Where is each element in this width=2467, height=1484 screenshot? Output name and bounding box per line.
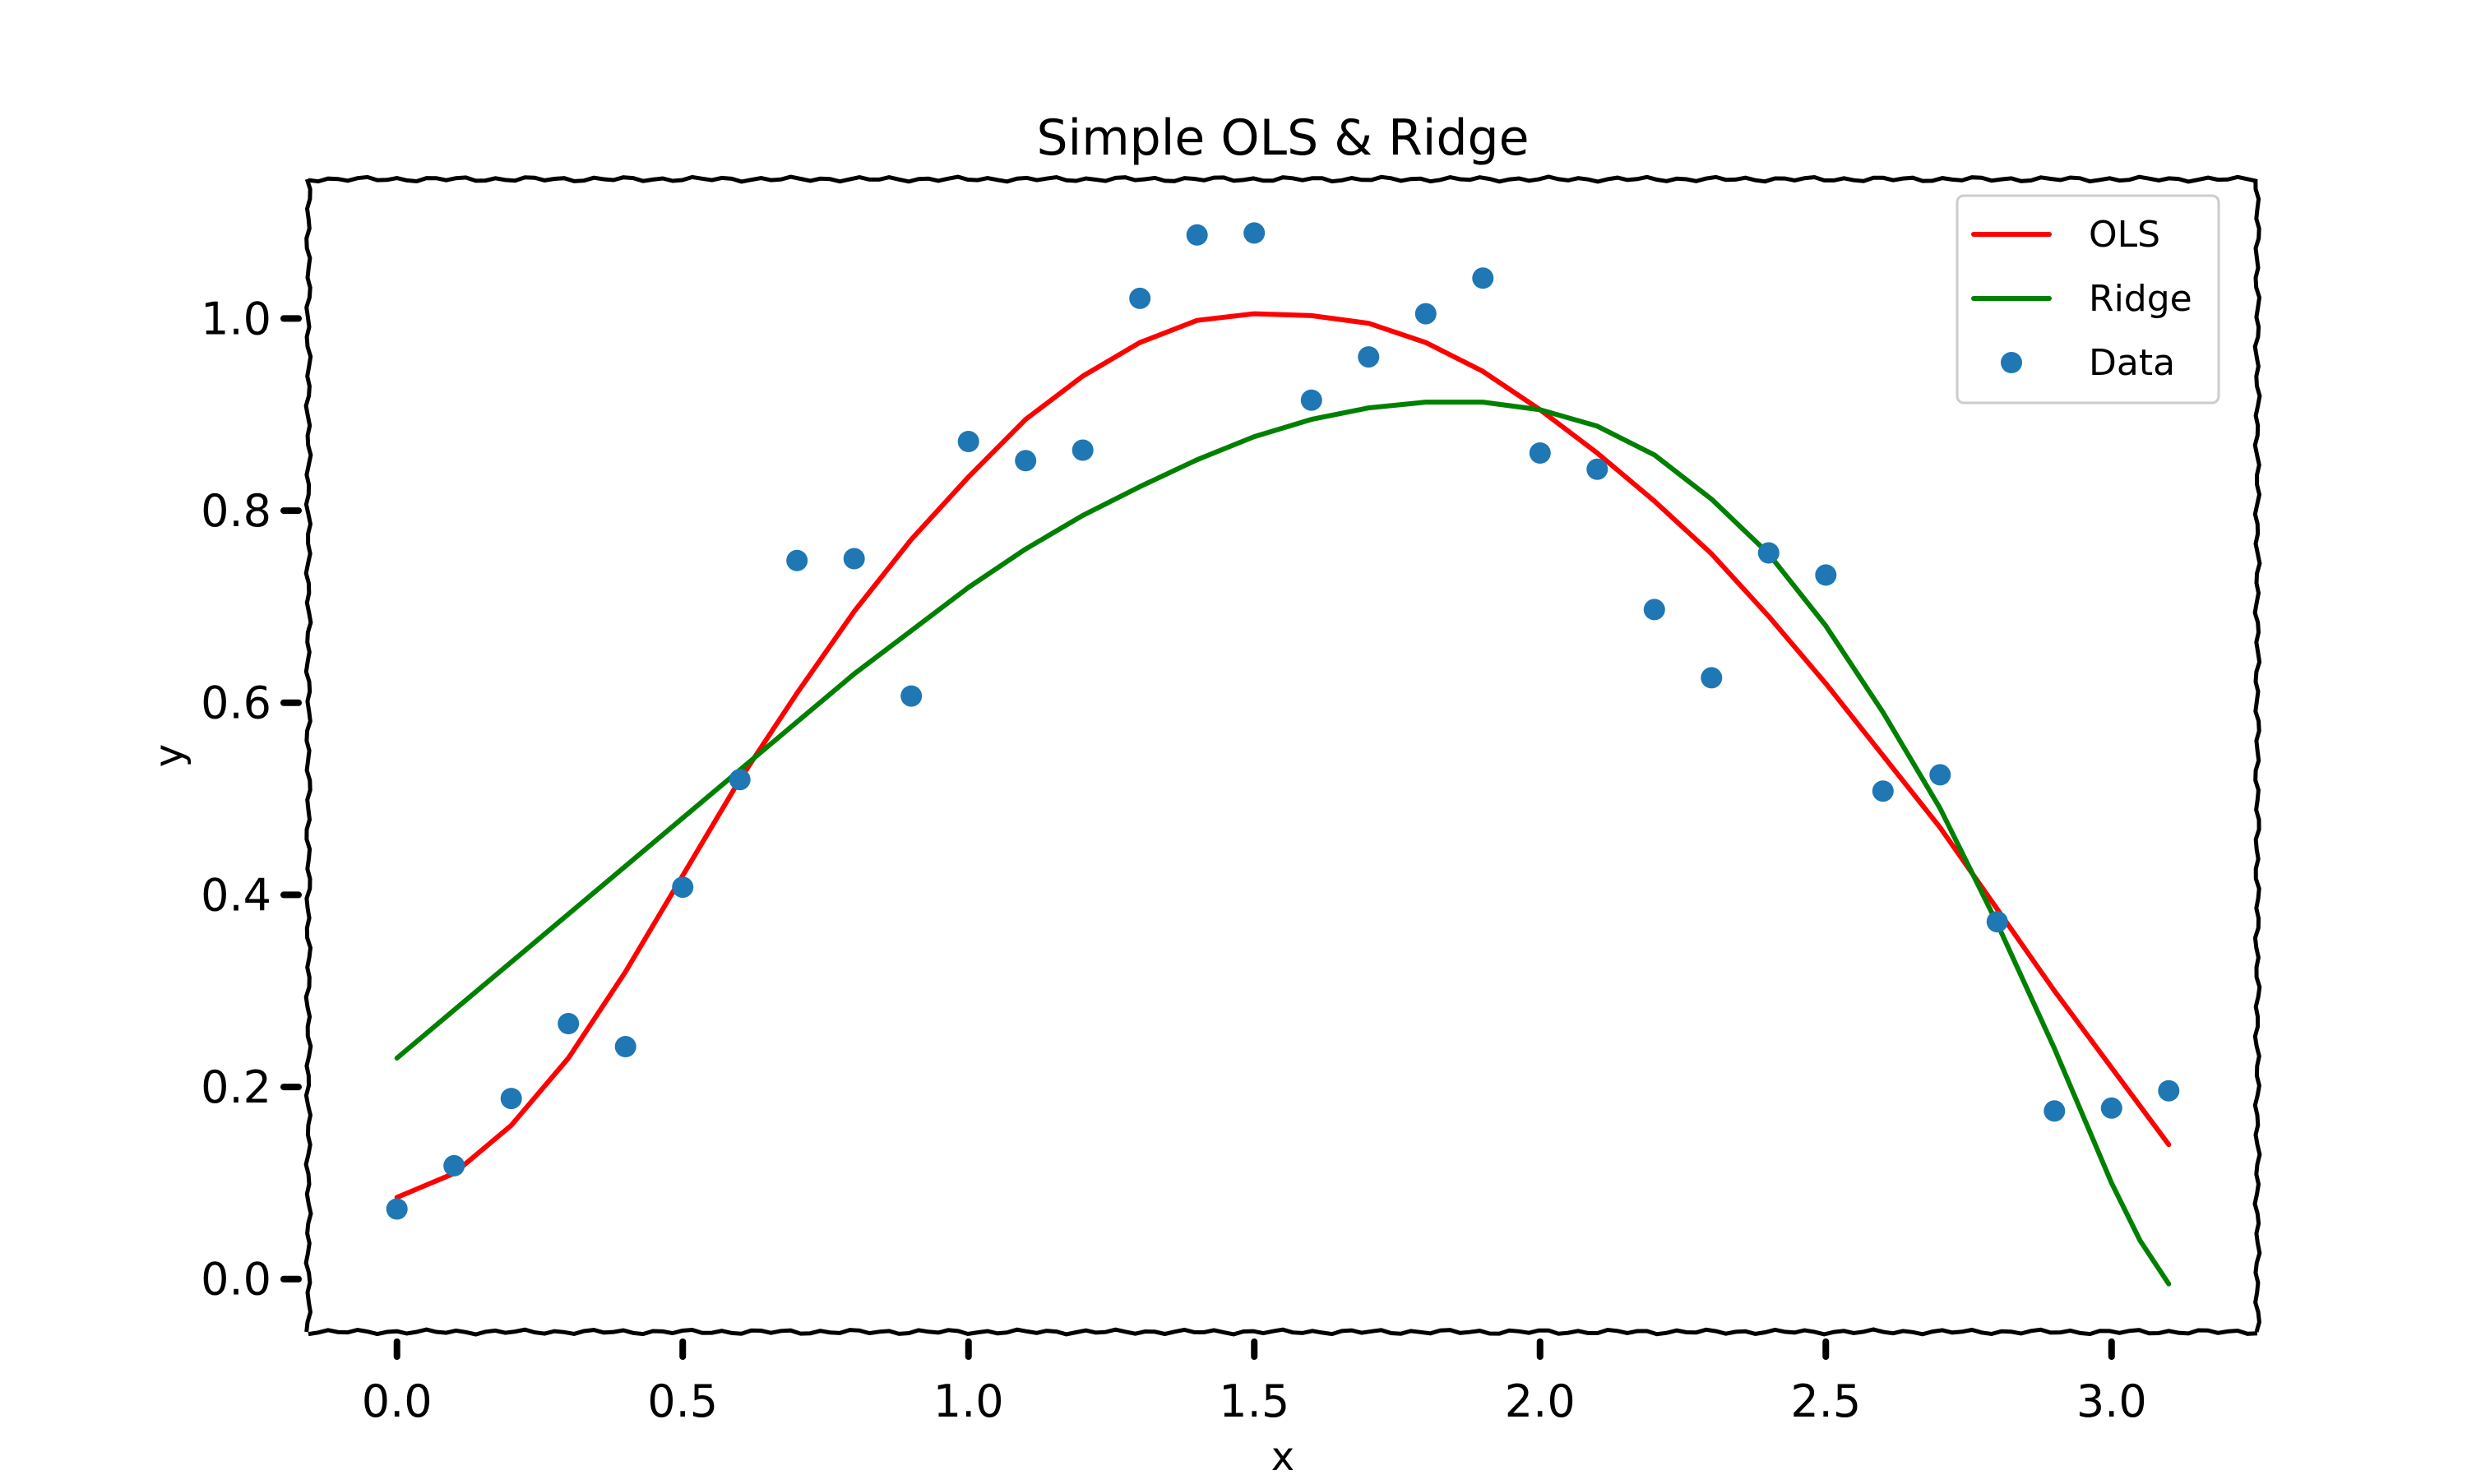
data-point [786,549,808,571]
axis-spine-right [2252,178,2262,1333]
data-point [1529,442,1551,464]
data-point [1986,911,2008,933]
data-point [729,769,751,791]
y-tick-label: 0.0 [201,1254,271,1306]
data-point [2100,1097,2122,1119]
legend-label-ols: OLS [2089,214,2160,256]
data-point [386,1198,408,1220]
data-point [500,1088,522,1110]
data-point [1929,764,1951,786]
data-point [2158,1079,2180,1102]
data-point [1129,287,1151,309]
x-tick-label: 1.0 [933,1375,1004,1427]
data-point [1815,564,1837,586]
data-point [1414,303,1437,325]
data-point [1186,224,1208,246]
x-tick-label: 0.0 [362,1375,433,1427]
data-point [1243,222,1266,244]
data-point [1472,267,1494,289]
data-point [2043,1100,2066,1122]
data-point [1072,439,1094,461]
data-point [957,431,979,452]
y-axis-label: y [146,744,192,767]
ridge-series-line [394,400,2172,1287]
legend-label-ridge: Ridge [2089,278,2192,320]
axis-spine-top [308,174,2258,184]
data-point [443,1154,465,1177]
y-tick-label: 1.0 [201,293,271,344]
data-point [1586,458,1608,480]
data-point [1701,667,1723,689]
data-point [900,685,923,707]
y-tick-label: 0.6 [201,677,271,729]
data-point [614,1036,636,1057]
ols-series-line [394,311,2172,1200]
data-point [1015,450,1037,472]
x-tick-label: 1.5 [1219,1375,1289,1427]
x-tick-label: 3.0 [2076,1375,2147,1427]
y-tick-label: 0.4 [201,869,271,921]
axis-spine-left [303,178,313,1333]
y-tick-label: 0.8 [201,485,271,537]
data-point [1643,599,1665,621]
data-point [1358,346,1380,368]
legend-swatch-data [2001,352,2022,373]
axis-spine-bottom [308,1327,2258,1337]
x-tick-label: 2.5 [1790,1375,1861,1427]
y-tick-label: 0.2 [201,1061,271,1113]
data-point [1300,389,1322,411]
data-point [843,548,865,570]
data-point [1872,780,1894,802]
legend-box [1956,194,2220,405]
x-axis-label: x [1271,1434,1294,1480]
legend-label-data: Data [2089,342,2175,384]
data-point [558,1013,580,1034]
data-point [1757,542,1780,564]
chart-title: Simple OLS & Ridge [1036,109,1529,167]
x-tick-label: 0.5 [647,1375,718,1427]
x-tick-label: 2.0 [1505,1375,1576,1427]
data-point [672,876,694,899]
